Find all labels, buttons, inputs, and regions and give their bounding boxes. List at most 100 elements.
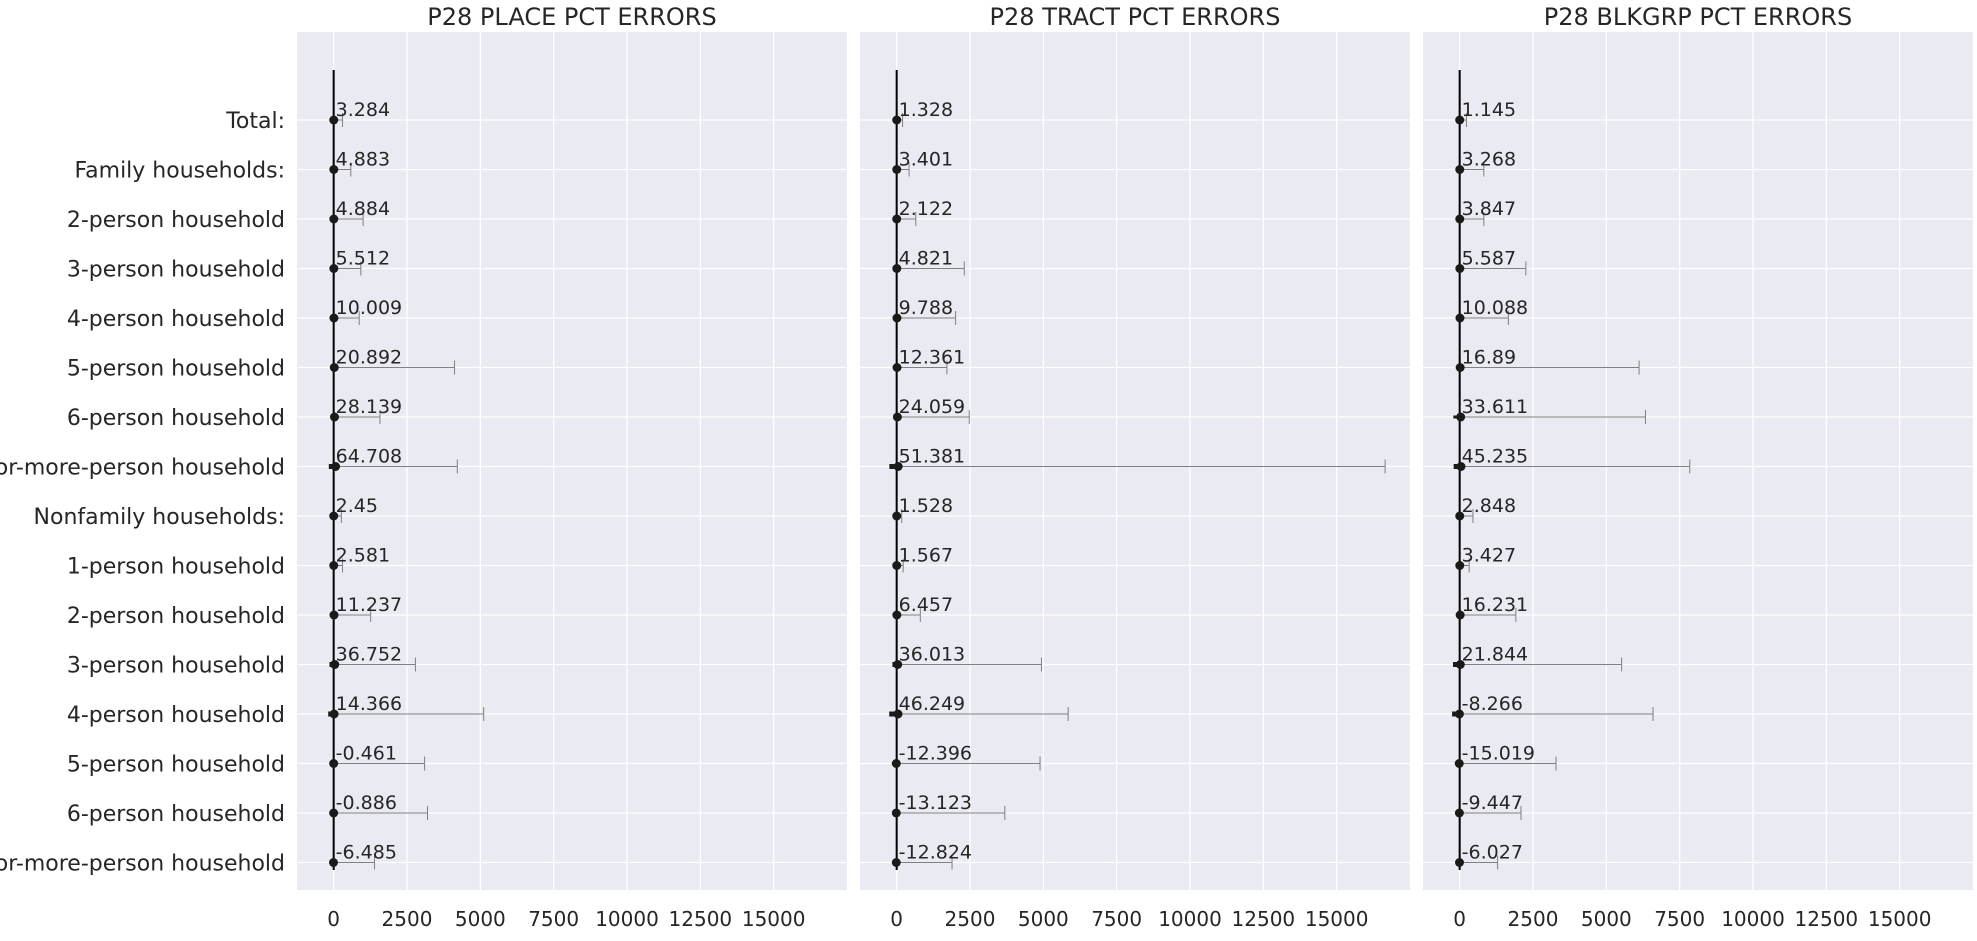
data-point: [893, 462, 903, 471]
chart-panel-1: 0 2500 5000 7500 10000 12500 15000 P28 PLACE PC…: [297, 3, 847, 931]
data-label: 9.788: [899, 297, 953, 319]
data-point: [329, 165, 339, 174]
x-tick-label: 0: [890, 907, 903, 931]
data-point: [1455, 561, 1465, 570]
x-tick-label: 10000: [595, 907, 659, 931]
data-label: 4.821: [899, 248, 953, 270]
chart-panel-2: 0 2500 5000 7500 10000 12500 15000 P28 TRACT PC…: [860, 3, 1410, 931]
x-tick-label: 12500: [1795, 907, 1859, 931]
y-tick-label: 5-person household: [67, 753, 285, 778]
x-tick-label: 2500: [382, 907, 433, 931]
x-tick-label: 10000: [1158, 907, 1222, 931]
data-point: [892, 264, 902, 273]
y-tick-label: Nonfamily households:: [34, 505, 285, 530]
data-point: [1454, 709, 1464, 719]
y-tick-label: 4-person household: [67, 307, 285, 332]
data-label: -0.461: [336, 743, 397, 765]
data-label: 36.752: [336, 644, 402, 666]
data-label: 1.528: [899, 495, 953, 517]
data-label: -13.123: [899, 792, 972, 814]
data-label: 10.009: [336, 297, 402, 319]
data-point: [1456, 462, 1466, 471]
panel-title: P28 PLACE PCT ERRORS: [427, 3, 716, 31]
y-tick-label: 3-person household: [67, 654, 285, 679]
data-point: [892, 313, 902, 323]
plot-area-background: [1423, 32, 1973, 890]
x-tick-label: 5000: [455, 907, 506, 931]
data-label: -8.266: [1462, 693, 1523, 715]
data-point: [891, 759, 901, 768]
data-label: -9.447: [1462, 792, 1523, 814]
data-point: [329, 313, 339, 323]
data-point: [329, 363, 339, 372]
data-label: 16.231: [1462, 594, 1528, 616]
data-label: 51.381: [899, 446, 965, 468]
y-tick-label: 2-person household: [67, 208, 285, 233]
data-point: [892, 165, 902, 174]
data-label: 16.89: [1462, 347, 1516, 369]
x-tick-label: 0: [1453, 907, 1466, 931]
data-label: 10.088: [1462, 297, 1528, 319]
data-point: [329, 264, 339, 273]
y-tick-label: Total:: [225, 109, 285, 134]
data-point: [330, 660, 340, 669]
x-tick-label: 15000: [1868, 907, 1932, 931]
y-tick-label: 5-person household: [67, 357, 285, 382]
x-tick-label: 15000: [742, 907, 806, 931]
data-point: [892, 610, 902, 620]
data-point: [329, 511, 339, 521]
data-label: 6.457: [899, 594, 953, 616]
data-point: [892, 363, 902, 372]
data-label: 14.366: [336, 693, 402, 715]
data-label: 4.883: [336, 149, 390, 171]
x-tick-label: 7500: [528, 907, 579, 931]
data-point: [892, 561, 902, 570]
data-label: 5.512: [336, 248, 390, 270]
data-label: 2.848: [1462, 495, 1516, 517]
data-point: [329, 709, 339, 719]
x-tick-label: 2500: [1508, 907, 1559, 931]
data-point: [891, 858, 901, 867]
data-point: [1454, 808, 1464, 818]
data-point: [329, 610, 339, 620]
data-label: -6.027: [1462, 842, 1523, 864]
data-label: -6.485: [336, 842, 397, 864]
x-tick-label: 12500: [1232, 907, 1296, 931]
data-label: 36.013: [899, 644, 965, 666]
x-tick-label: 5000: [1018, 907, 1069, 931]
x-tick-label: 10000: [1721, 907, 1785, 931]
plot-area-background: [297, 32, 847, 890]
data-point: [329, 115, 339, 125]
panel-title: P28 TRACT PCT ERRORS: [990, 3, 1281, 31]
y-tick-label: 2-person household: [67, 604, 285, 629]
y-tick-label: 1-person household: [67, 555, 285, 580]
data-label: 3.268: [1462, 149, 1516, 171]
data-point: [329, 214, 339, 224]
data-point: [1455, 511, 1465, 521]
data-point: [1455, 660, 1465, 669]
x-tick-label: 0: [327, 907, 340, 931]
x-tick-label: 2500: [945, 907, 996, 931]
data-point: [1455, 264, 1465, 273]
data-point: [1455, 363, 1465, 372]
data-label: 2.581: [336, 545, 390, 567]
chart-panel-3: 0 2500 5000 7500 10000 12500 15000 P28 BLKGRP P…: [1423, 3, 1973, 931]
data-label: 1.567: [899, 545, 953, 567]
data-point: [1455, 165, 1465, 174]
panel-title: P28 BLKGRP PCT ERRORS: [1544, 3, 1852, 31]
data-point: [329, 412, 339, 422]
y-tick-label: 7-or-more-person household: [0, 852, 285, 877]
data-label: 5.587: [1462, 248, 1516, 270]
data-label: 3.847: [1462, 198, 1516, 220]
data-point: [893, 660, 903, 669]
data-label: 2.122: [899, 198, 953, 220]
data-label: 20.892: [336, 347, 402, 369]
data-label: -0.886: [336, 792, 397, 814]
data-point: [329, 808, 339, 818]
data-label: -15.019: [1462, 743, 1535, 765]
data-point: [1455, 214, 1465, 224]
data-point: [891, 808, 901, 818]
data-point: [1455, 313, 1465, 323]
data-label: 45.235: [1462, 446, 1528, 468]
data-point: [1454, 858, 1464, 867]
